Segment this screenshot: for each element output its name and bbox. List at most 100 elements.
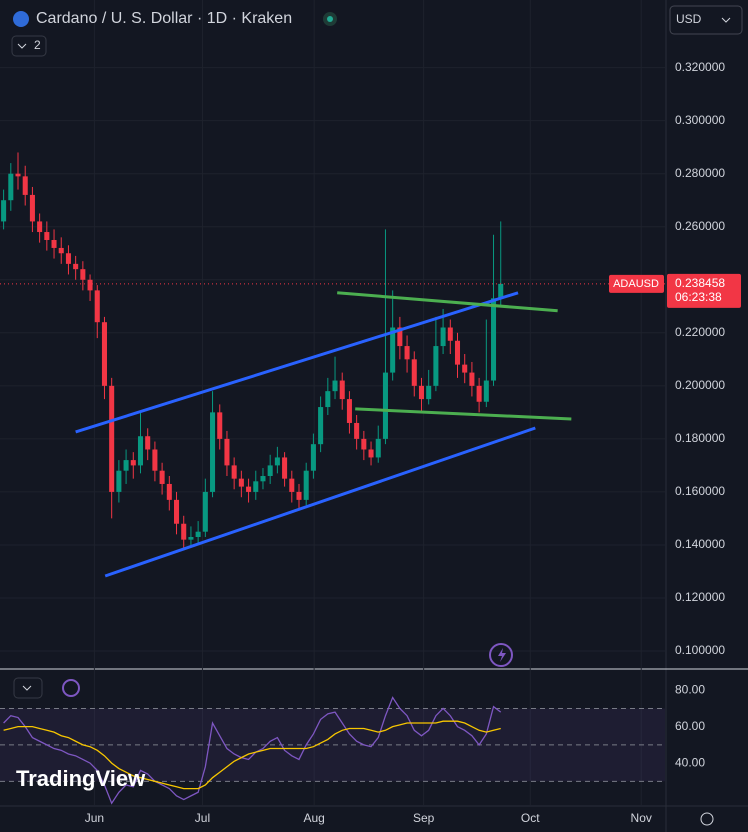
candle-body — [181, 523, 187, 540]
y-tick-label: 0.160000 — [675, 484, 725, 498]
y-tick-label: 0.320000 — [675, 60, 725, 74]
candle-body — [137, 436, 144, 466]
candle-body — [491, 298, 497, 381]
candle-body — [80, 269, 86, 280]
x-tick-label: Sep — [413, 811, 435, 825]
symbol-tag — [609, 274, 664, 293]
candle-body — [73, 263, 79, 270]
candle-body — [282, 457, 288, 479]
candle-body — [159, 470, 165, 484]
trend-line — [75, 291, 519, 434]
candle-body — [426, 385, 432, 400]
candle-body — [152, 449, 158, 471]
lightning-icon — [498, 648, 506, 662]
candle-body — [15, 173, 21, 177]
status-dot-inner — [327, 16, 333, 22]
candle-body — [397, 327, 403, 347]
pane-toggle[interactable] — [13, 677, 43, 699]
candle-body — [310, 444, 316, 471]
candle-body — [440, 327, 446, 347]
x-tick-label: Nov — [631, 811, 652, 825]
candle-body — [195, 531, 201, 537]
candle-body — [58, 247, 64, 254]
candle-body — [37, 221, 43, 233]
symbol-tag-label: ADAUSD — [613, 278, 659, 290]
candle-body — [296, 491, 302, 500]
y-tick-label: 0.300000 — [675, 113, 725, 127]
candle-body — [325, 391, 331, 408]
settings-icon[interactable] — [700, 812, 714, 826]
y-tick-label: 0.180000 — [675, 431, 725, 445]
y-tick-label: 40.00 — [675, 755, 705, 769]
currency-button[interactable] — [669, 5, 743, 35]
candle-body — [22, 176, 28, 195]
candle-body — [476, 385, 482, 402]
y-tick-label: 0.280000 — [675, 166, 725, 180]
trend-line — [355, 407, 572, 421]
candle-body — [253, 481, 259, 492]
candle-body — [173, 499, 180, 524]
currency: USD — [676, 12, 702, 26]
candle-body — [116, 470, 122, 492]
candle-body — [231, 465, 237, 479]
candle-body — [390, 327, 396, 373]
candle-body — [202, 491, 208, 532]
y-tick-label: 0.120000 — [675, 590, 725, 604]
candle-body — [101, 322, 107, 386]
chevron — [17, 43, 27, 49]
candle-body — [65, 253, 71, 264]
candle-body — [166, 483, 172, 500]
coin-icon — [13, 11, 29, 27]
y-tick-label: 0.260000 — [675, 219, 725, 233]
candle-body — [289, 478, 295, 492]
candle-body — [368, 449, 374, 458]
candle-body — [361, 438, 367, 450]
candle-body — [433, 346, 439, 386]
indicator-icon[interactable] — [62, 679, 80, 697]
chevron — [721, 17, 731, 23]
candle-body — [44, 232, 50, 240]
candle-body — [454, 340, 461, 365]
candle-body — [498, 283, 504, 299]
candle-body — [411, 359, 417, 386]
candle-body — [109, 385, 115, 492]
logo: TradingView — [16, 766, 146, 791]
candle-body — [267, 465, 273, 477]
y-tick-label: 0.100000 — [675, 643, 725, 657]
indicator-count: 2 — [34, 38, 41, 52]
candle-body — [246, 486, 252, 492]
indicator-line — [3, 720, 501, 790]
x-tick-label: Jul — [195, 811, 210, 825]
indicator-toggle[interactable] — [11, 35, 47, 57]
price-tag — [667, 273, 741, 308]
candle-body — [303, 470, 309, 500]
candle-body — [123, 460, 129, 471]
trend-line — [337, 291, 558, 313]
candle-body — [339, 380, 345, 400]
lightning-button[interactable] — [489, 643, 513, 667]
candle-body — [51, 239, 57, 248]
candle-body — [260, 476, 266, 482]
candle-body — [447, 327, 453, 341]
candle-body — [332, 380, 338, 392]
candle-body — [1, 200, 7, 222]
candle-body — [94, 290, 100, 323]
candle-body — [346, 399, 352, 423]
candle-body — [8, 173, 14, 201]
chevron — [22, 685, 32, 691]
x-tick-label: Oct — [521, 811, 540, 825]
candle-body — [318, 407, 324, 445]
y-tick-label: 60.00 — [675, 719, 705, 733]
y-tick-label: 0.220000 — [675, 325, 725, 339]
x-tick-label: Jun — [85, 811, 104, 825]
indicator-line — [3, 696, 502, 805]
y-tick-label: 0.140000 — [675, 537, 725, 551]
trend-line — [104, 426, 536, 578]
y-tick-label: 80.00 — [675, 682, 705, 696]
candle-body — [87, 279, 93, 291]
candle-body — [483, 380, 489, 402]
candle-body — [418, 385, 425, 400]
candle-body — [188, 536, 194, 540]
